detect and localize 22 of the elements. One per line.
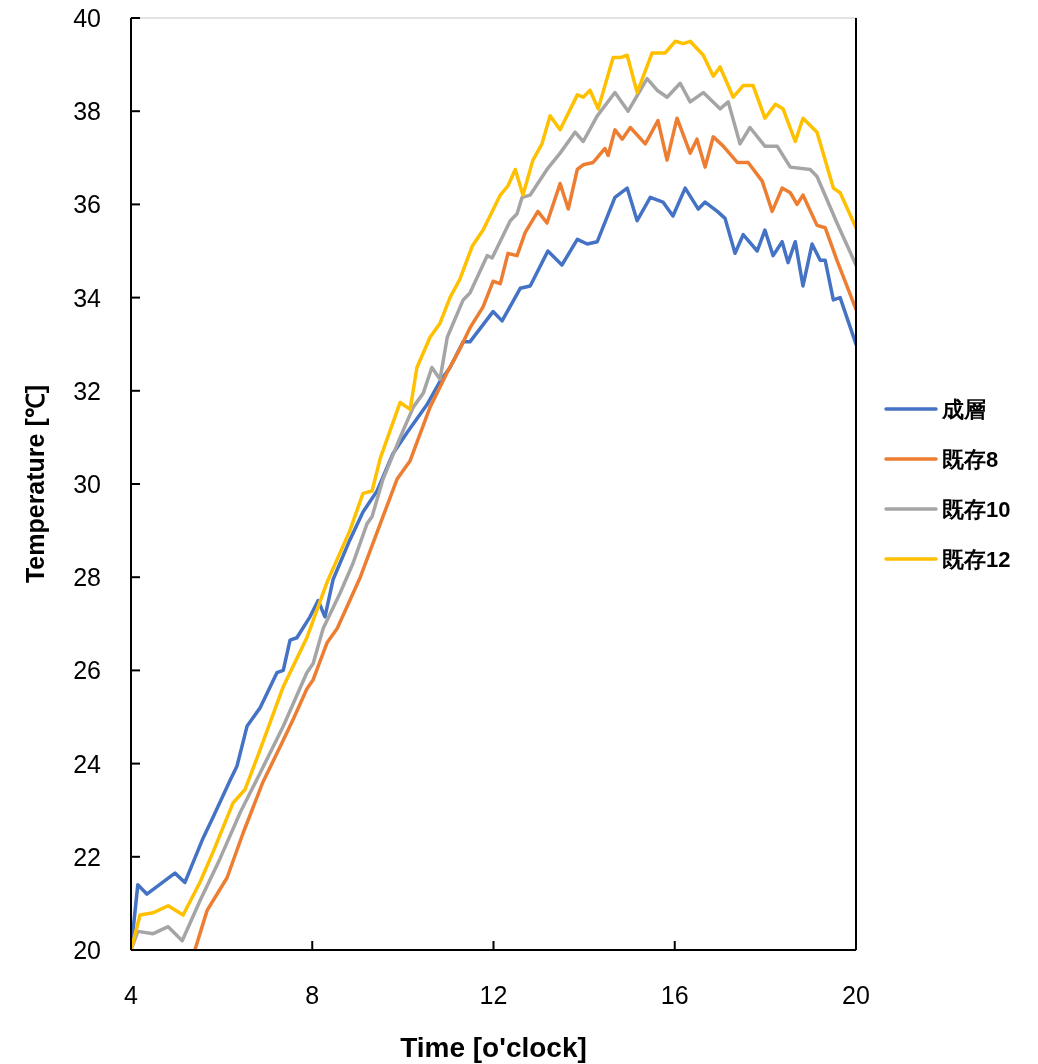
- y-tick-label: 36: [73, 190, 101, 219]
- x-tick-label: 8: [305, 981, 320, 1009]
- legend-label: 既存8: [942, 447, 999, 472]
- legend-label: 既存10: [942, 497, 1011, 522]
- y-tick-label: 40: [73, 4, 101, 32]
- x-axis-title: Time [o'clock]: [400, 1032, 587, 1063]
- y-tick-label: 28: [73, 563, 101, 592]
- y-tick-label: 26: [73, 656, 101, 685]
- y-tick-label: 32: [73, 376, 101, 405]
- x-tick-label: 16: [660, 981, 689, 1009]
- y-tick-label: 20: [73, 936, 101, 964]
- y-axis-title: Temperature [℃]: [21, 384, 49, 584]
- legend-label: 成層: [941, 397, 986, 422]
- y-tick-label: 38: [73, 97, 101, 126]
- y-tick-label: 22: [73, 842, 101, 871]
- y-tick-label: 34: [73, 283, 102, 312]
- y-tick-label: 24: [73, 749, 102, 778]
- y-tick-label: 30: [73, 470, 101, 498]
- x-tick-label: 20: [842, 981, 870, 1009]
- x-tick-label: 12: [479, 981, 508, 1009]
- legend-label: 既存12: [942, 547, 1011, 572]
- x-tick-label: 4: [124, 981, 139, 1009]
